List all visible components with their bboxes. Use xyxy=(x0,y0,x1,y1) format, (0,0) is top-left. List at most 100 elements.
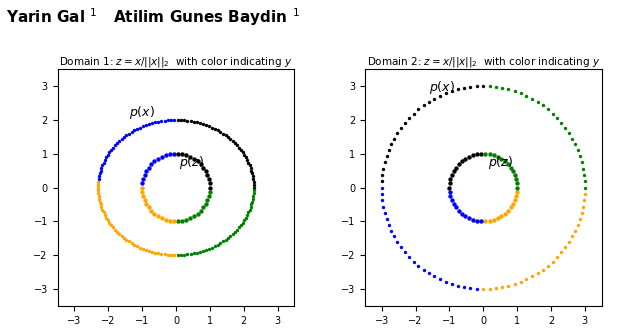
Point xyxy=(245,204,255,210)
Point xyxy=(198,121,208,127)
Point xyxy=(97,207,108,213)
Point xyxy=(100,157,110,163)
Point xyxy=(408,259,419,264)
Point xyxy=(210,126,220,132)
Point xyxy=(512,185,522,190)
Point xyxy=(135,125,145,130)
Point xyxy=(108,145,118,150)
Point xyxy=(237,220,248,225)
Point xyxy=(245,165,255,171)
Point xyxy=(579,198,589,203)
Point xyxy=(572,222,582,228)
Point xyxy=(225,137,236,142)
Point xyxy=(386,228,396,233)
Point xyxy=(101,215,111,220)
Point xyxy=(552,254,563,260)
Point xyxy=(463,215,474,221)
Point xyxy=(198,248,208,254)
Text: $p(x)$: $p(x)$ xyxy=(429,79,455,96)
Point xyxy=(392,131,403,136)
Point xyxy=(378,166,388,171)
Point xyxy=(147,249,157,255)
Point xyxy=(484,152,495,157)
Point xyxy=(244,163,255,168)
Point xyxy=(377,179,387,184)
Point xyxy=(179,117,189,123)
Point xyxy=(150,120,160,125)
Point xyxy=(384,147,394,153)
Point xyxy=(468,217,478,222)
Point xyxy=(453,208,463,213)
Point xyxy=(380,210,390,215)
Point xyxy=(196,162,206,167)
Point xyxy=(102,217,113,223)
Point xyxy=(223,235,233,240)
Point xyxy=(468,153,478,158)
Point xyxy=(200,201,211,207)
Point xyxy=(173,117,183,122)
Point xyxy=(110,227,120,232)
Point xyxy=(121,237,131,242)
Point xyxy=(204,124,214,129)
Point xyxy=(138,181,148,186)
Point xyxy=(225,233,236,239)
Point xyxy=(511,181,522,186)
Point xyxy=(378,204,388,209)
Point xyxy=(503,162,513,167)
Point xyxy=(124,131,134,136)
Point xyxy=(400,250,410,255)
Point xyxy=(445,181,455,186)
Point xyxy=(137,185,147,190)
Point xyxy=(236,147,246,153)
Point xyxy=(465,286,476,291)
Point xyxy=(386,142,396,147)
Point xyxy=(159,252,170,257)
Point xyxy=(484,286,495,291)
Point xyxy=(186,215,196,221)
Point xyxy=(509,89,520,94)
Point xyxy=(127,240,137,246)
Point xyxy=(508,168,518,174)
Point xyxy=(248,179,259,185)
Point xyxy=(384,222,394,228)
Point xyxy=(95,171,105,176)
Point xyxy=(435,277,445,282)
Point xyxy=(144,121,154,127)
Point xyxy=(149,159,159,164)
Point xyxy=(169,219,179,224)
Point xyxy=(413,263,424,268)
Point xyxy=(400,120,410,125)
Point xyxy=(176,117,186,123)
Point xyxy=(413,107,424,112)
Point xyxy=(102,152,113,158)
Point xyxy=(232,143,242,148)
Point xyxy=(164,152,175,157)
Point xyxy=(380,160,390,165)
Point xyxy=(522,277,532,282)
Point xyxy=(237,150,248,155)
Point xyxy=(132,126,142,132)
Point xyxy=(93,179,104,185)
Point xyxy=(156,215,166,221)
Point xyxy=(580,185,590,190)
Point xyxy=(119,135,129,140)
Point xyxy=(503,87,513,92)
Point xyxy=(453,87,463,92)
Point xyxy=(195,120,205,126)
Point xyxy=(173,219,183,224)
Point xyxy=(538,103,548,108)
Point xyxy=(476,151,486,156)
Point xyxy=(141,201,152,207)
Point xyxy=(451,205,461,210)
Point xyxy=(567,136,577,141)
Point xyxy=(419,103,429,108)
Point xyxy=(509,172,520,178)
Point xyxy=(480,219,490,224)
Point xyxy=(246,202,257,207)
Point xyxy=(196,208,206,213)
Point xyxy=(396,125,406,131)
Point xyxy=(202,197,212,203)
Point xyxy=(453,283,463,289)
Point xyxy=(242,157,252,163)
Point xyxy=(215,129,225,135)
